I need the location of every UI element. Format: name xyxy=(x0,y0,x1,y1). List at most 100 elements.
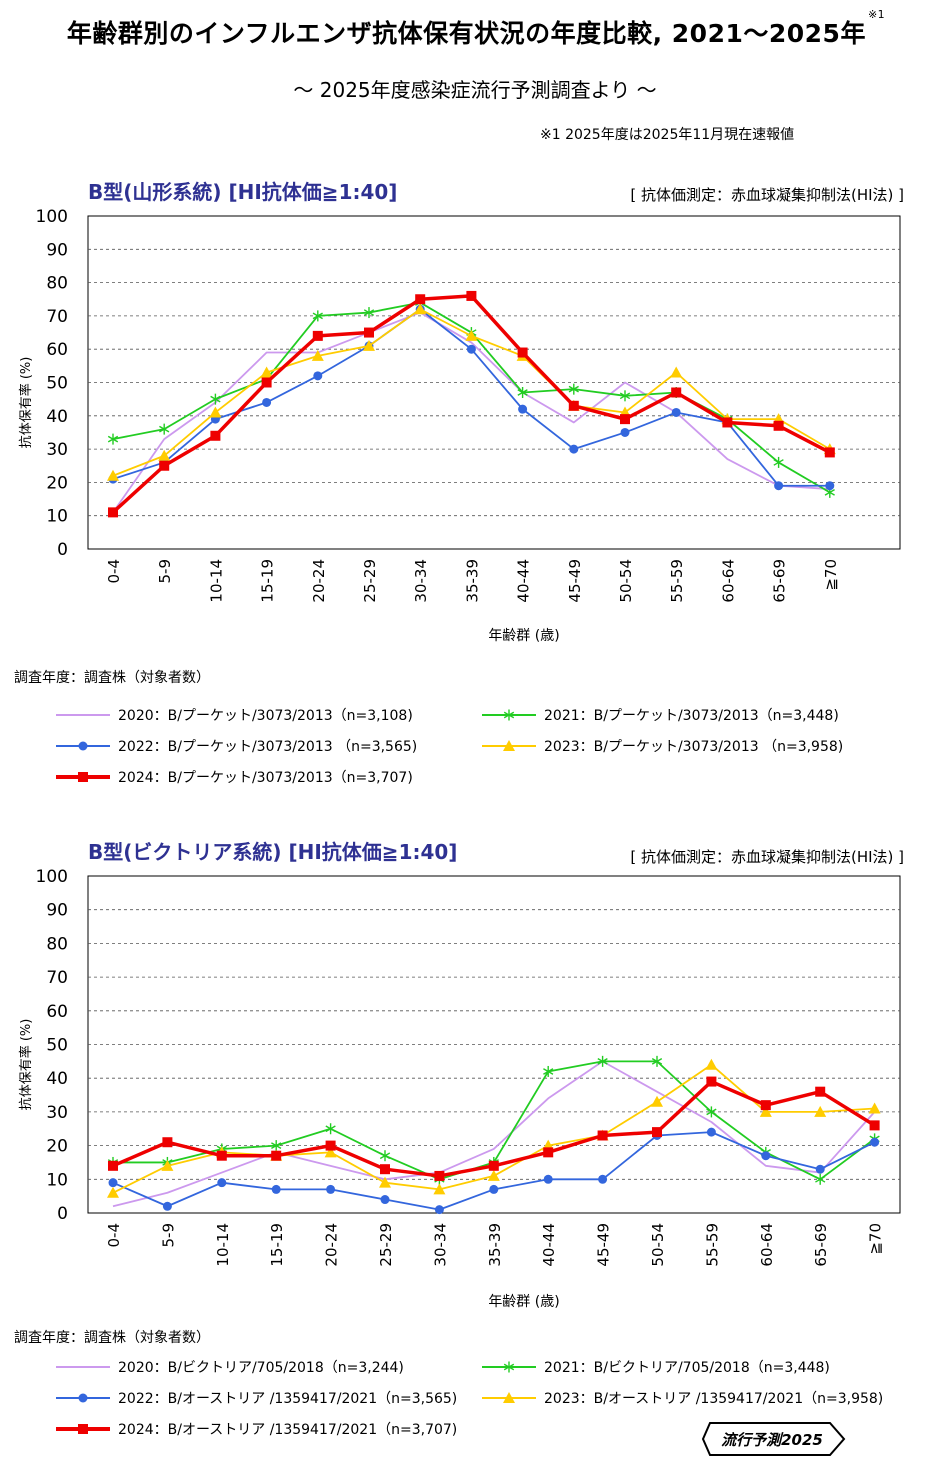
data-point-2023: 5-9: 28 xyxy=(158,449,171,461)
data-point-2024: 55-59: 47 xyxy=(671,387,682,398)
data-point-2022: 25-29: 4 xyxy=(380,1195,390,1205)
x-tick-label: 5-9 xyxy=(159,1223,177,1248)
data-point-2024: ≧70: 26 xyxy=(869,1120,880,1131)
data-point-2021: 45-49: 48 xyxy=(568,383,579,395)
data-point-2024: 30-34: 75 xyxy=(415,294,426,305)
data-point-2021: 0-4: 33 xyxy=(107,433,119,445)
x-tick-label: 50-54 xyxy=(617,559,635,603)
x-tick-label: 15-19 xyxy=(259,559,277,603)
data-point-2021: 55-59: 30 xyxy=(706,1106,717,1118)
legend-marker-2024 xyxy=(78,772,88,782)
data-point-2022: 45-49: 30 xyxy=(569,444,579,454)
legend-swatch-2024 xyxy=(56,1424,110,1434)
x-axis-label: 年齢群 (歳) xyxy=(488,628,559,644)
legend-swatch-2021 xyxy=(482,709,536,721)
y-tick-label: 40 xyxy=(46,407,68,427)
y-tick-label: 50 xyxy=(46,1036,68,1056)
data-point-2021: 10-14: 45 xyxy=(210,393,221,405)
data-point-2022: 55-59: 41 xyxy=(671,407,681,417)
data-point-2024: 0-4: 11 xyxy=(108,507,118,518)
legend-label: 2023：B/オーストリア /1359417/2021（n=3,958) xyxy=(544,1391,884,1407)
chart1-yamagata: 0 10 20 30 40 50 60 70 80 90 100 0-4 5-9 10-14 15-19 20… xyxy=(18,207,901,644)
x-tick-label: 60-64 xyxy=(719,559,737,603)
data-point-2021: 20-24: 70 xyxy=(312,310,323,322)
x-tick-label: 60-64 xyxy=(758,1223,776,1267)
data-point-2022: 15-19: 7 xyxy=(271,1184,281,1194)
x-tick-label: 35-39 xyxy=(486,1223,504,1267)
legend-label: 2024：B/プーケット/3073/2013（n=3,707) xyxy=(118,770,413,786)
legend-swatch-2022 xyxy=(56,741,110,751)
x-tick-label: 25-29 xyxy=(361,559,379,603)
legend-swatch-2020 xyxy=(56,714,110,716)
data-point-2024: ≧70: 29 xyxy=(824,447,835,458)
data-point-2023: 5-9: 14 xyxy=(161,1159,174,1171)
page-title: 年齢群別のインフルエンザ抗体保有状況の年度比較, 2021～2025年※1 xyxy=(0,8,950,50)
data-point-2021: 20-24: 25 xyxy=(325,1123,336,1135)
y-tick-label: 0 xyxy=(57,1204,68,1224)
data-point-2021: 65-69: 26 xyxy=(773,456,784,468)
data-point-2023: 65-69: 30 xyxy=(814,1105,827,1117)
legend-item-2021: 2021：B/ビクトリア/705/2018（n=3,448) xyxy=(480,1357,830,1377)
data-point-2024: 60-64: 38 xyxy=(722,417,733,428)
y-axis-label: 抗体保有率 (%) xyxy=(18,1019,34,1111)
x-tick-label: 40-44 xyxy=(515,559,533,603)
data-point-2024: 10-14: 17 xyxy=(216,1150,227,1161)
data-point-2024: 15-19: 50 xyxy=(261,377,272,388)
data-point-2022: 5-9: 2 xyxy=(162,1201,172,1211)
x-tick-label: ≧70 xyxy=(867,1223,885,1255)
legend-swatch-2022 xyxy=(56,1393,110,1403)
data-point-2023: 35-39: 11 xyxy=(487,1169,500,1181)
title-text: 年齢群別のインフルエンザ抗体保有状況の年度比較, 2021～2025年 xyxy=(66,19,866,48)
legend-item-2020: 2020：B/ビクトリア/705/2018（n=3,244) xyxy=(54,1357,404,1377)
data-point-2022: 30-34: 1 xyxy=(434,1205,444,1215)
series-line-2020 xyxy=(112,1060,876,1208)
series-line-2020 xyxy=(112,311,830,513)
data-point-2023: 30-34: 72 xyxy=(414,303,427,315)
data-point-2022: 10-14: 9 xyxy=(217,1178,227,1188)
legend-item-2024: 2024：B/プーケット/3073/2013（n=3,707) xyxy=(54,767,413,787)
y-tick-label: 10 xyxy=(46,507,68,527)
x-tick-label: 65-69 xyxy=(812,1223,830,1267)
y-tick-label: 70 xyxy=(46,968,68,988)
footnote: ※1 2025年度は2025年11月現在速報値 xyxy=(540,127,795,143)
data-point-2021: 5-9: 36 xyxy=(159,423,170,435)
legend-swatch-2020 xyxy=(56,1366,110,1368)
data-point-2024: 10-14: 34 xyxy=(210,430,221,441)
data-point-2024: 20-24: 20 xyxy=(325,1140,336,1151)
data-point-2024: 25-29: 65 xyxy=(364,327,374,338)
data-point-2023: 25-29: 61 xyxy=(363,339,375,351)
data-point-2024: 35-39: 76 xyxy=(466,290,477,301)
data-point-2021: 40-44: 47 xyxy=(517,386,528,398)
data-point-2022: 35-39: 7 xyxy=(489,1184,499,1194)
x-tick-label: 45-49 xyxy=(566,559,584,603)
y-tick-label: 40 xyxy=(46,1069,68,1089)
data-point-2021: 25-29: 71 xyxy=(363,307,375,319)
x-tick-label: 20-24 xyxy=(323,1223,341,1267)
x-tick-label: 20-24 xyxy=(310,559,328,603)
legend-swatch-2021 xyxy=(482,1361,536,1373)
legend-label: 2021：B/ビクトリア/705/2018（n=3,448) xyxy=(544,1360,830,1376)
x-tick-label: 5-9 xyxy=(156,559,174,584)
y-tick-label: 20 xyxy=(46,1137,68,1157)
legend-item-2023: 2023：B/プーケット/3073/2013 （n=3,958) xyxy=(480,736,843,756)
legend-marker-2023 xyxy=(503,1392,515,1403)
y-tick-label: 80 xyxy=(46,274,68,294)
data-point-2024: 20-24: 64 xyxy=(312,330,323,341)
chart2-title: B型(ビクトリア系統) [HI抗体価≧1:40] xyxy=(88,840,458,864)
y-tick-label: 90 xyxy=(46,901,68,921)
data-point-2021: 15-19: 20 xyxy=(271,1140,282,1152)
data-point-2022: 45-49: 10 xyxy=(598,1174,608,1184)
legend-item-2020: 2020：B/プーケット/3073/2013（n=3,108) xyxy=(54,705,413,725)
badge-text: 流行予測2025 xyxy=(721,1431,823,1449)
x-tick-label: 0-4 xyxy=(105,1223,123,1248)
x-tick-label: 10-14 xyxy=(214,1223,232,1267)
x-tick-label: 30-34 xyxy=(431,1223,449,1267)
data-point-2021: 40-44: 42 xyxy=(543,1065,554,1077)
x-tick-label: 45-49 xyxy=(595,1223,613,1267)
legend-label: 2021：B/プーケット/3073/2013（n=3,448) xyxy=(544,708,839,724)
x-tick-label: 15-19 xyxy=(268,1223,286,1267)
y-tick-label: 30 xyxy=(46,440,68,460)
x-tick-label: 10-14 xyxy=(207,559,225,603)
data-point-2021: 25-29: 17 xyxy=(379,1150,391,1162)
data-point-2022: 40-44: 42 xyxy=(518,404,528,414)
